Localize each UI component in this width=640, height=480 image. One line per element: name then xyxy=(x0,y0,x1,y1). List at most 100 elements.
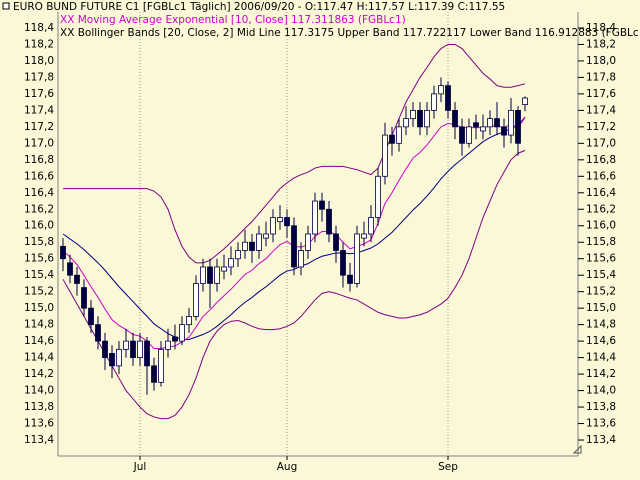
candle-body xyxy=(179,324,185,342)
y-tick-label: 115,8 xyxy=(24,236,54,248)
candle-body xyxy=(333,233,339,251)
candle-body xyxy=(200,266,206,284)
candle-body xyxy=(130,340,136,359)
resize-icon xyxy=(572,444,582,454)
candle-body xyxy=(326,208,332,235)
candle-body xyxy=(270,217,276,235)
candle-body xyxy=(158,348,164,383)
y-tick-label: 114,4 xyxy=(586,352,616,364)
y-tick-label: 113,6 xyxy=(24,418,54,430)
y-tick-label: 117,0 xyxy=(24,137,54,149)
candle-body xyxy=(396,126,402,144)
x-tick-label: Jul xyxy=(133,461,147,473)
candle-body xyxy=(186,316,192,326)
candle-body xyxy=(144,340,150,367)
candle-body xyxy=(473,122,479,128)
legend-icon xyxy=(2,2,10,10)
y-tick-label: 114,4 xyxy=(24,352,54,364)
y-tick-label: 116,2 xyxy=(24,203,54,215)
y-tick-label: 116,0 xyxy=(586,220,616,232)
y-tick-label: 114,6 xyxy=(586,335,616,347)
x-tick-label: Aug xyxy=(277,461,298,473)
y-tick-label: 116,6 xyxy=(24,170,54,182)
candle-body xyxy=(389,134,395,144)
candle-body xyxy=(431,93,437,111)
y-tick-label: 117,6 xyxy=(24,88,54,100)
candle-body xyxy=(60,245,66,260)
candle-body xyxy=(74,274,80,284)
candle-body xyxy=(508,109,514,136)
y-tick-label: 117,4 xyxy=(586,104,616,116)
y-tick-label: 117,8 xyxy=(586,71,616,83)
candle-body xyxy=(382,134,388,177)
y-tick-label: 113,8 xyxy=(586,401,616,413)
y-tick-label: 115,6 xyxy=(24,253,54,265)
candle-body xyxy=(305,233,311,251)
candle-body xyxy=(207,266,213,284)
y-tick-label: 118,4 xyxy=(586,22,616,34)
candle-body xyxy=(137,340,143,359)
candle-body xyxy=(452,109,458,128)
candle-body xyxy=(361,233,367,239)
candle-body xyxy=(368,217,374,235)
candle-body xyxy=(221,266,227,272)
candle-body xyxy=(291,225,297,268)
x-tick-label: Sep xyxy=(438,461,458,473)
chart-title: EURO BUND FUTURE C1 [FGBLc1 Täglich] 200… xyxy=(13,1,505,13)
y-tick-label: 114,8 xyxy=(24,319,54,331)
candle-body xyxy=(438,85,444,95)
bollinger-legend: XX Bollinger Bands [20, Close, 2] Mid Li… xyxy=(60,27,639,39)
y-tick-label: 117,4 xyxy=(24,104,54,116)
y-tick-label: 118,0 xyxy=(24,55,54,67)
candle-body xyxy=(354,233,360,284)
candle-body xyxy=(522,97,528,106)
y-tick-label: 118,2 xyxy=(586,38,616,50)
bollinger-upper xyxy=(63,43,526,264)
candle-body xyxy=(417,109,423,128)
candle-body xyxy=(116,348,122,367)
candle-body xyxy=(284,217,290,227)
y-tick-label: 114,2 xyxy=(586,368,616,380)
y-tick-label: 114,0 xyxy=(24,385,54,397)
y-tick-label: 113,6 xyxy=(586,418,616,430)
y-tick-label: 117,2 xyxy=(586,121,616,133)
y-tick-label: 113,8 xyxy=(24,401,54,413)
y-tick-label: 117,6 xyxy=(586,88,616,100)
y-tick-label: 114,2 xyxy=(24,368,54,380)
candle-body xyxy=(263,233,269,239)
candle-body xyxy=(277,217,283,223)
y-tick-label: 115,2 xyxy=(24,286,54,298)
y-tick-label: 116,8 xyxy=(24,154,54,166)
y-tick-label: 116,4 xyxy=(586,187,616,199)
y-tick-label: 116,2 xyxy=(586,203,616,215)
y-tick-label: 118,2 xyxy=(24,38,54,50)
candle-body xyxy=(95,324,101,342)
candle-body xyxy=(214,266,220,284)
candle-body xyxy=(242,241,248,251)
y-tick-label: 118,0 xyxy=(586,55,616,67)
y-tick-label: 118,4 xyxy=(24,22,54,34)
candle-body xyxy=(165,340,171,350)
y-tick-label: 116,0 xyxy=(24,220,54,232)
y-tick-label: 116,8 xyxy=(586,154,616,166)
candle-body xyxy=(109,353,115,367)
candle-body xyxy=(403,118,409,128)
y-tick-label: 115,2 xyxy=(586,286,616,298)
y-tick-label: 117,0 xyxy=(586,137,616,149)
candle-body xyxy=(375,175,381,218)
candle-body xyxy=(193,283,199,317)
candle-body xyxy=(501,126,507,136)
candle-body xyxy=(228,258,234,268)
candle-body xyxy=(466,126,472,144)
candle-body xyxy=(459,126,465,144)
candle-body xyxy=(445,85,451,111)
candle-body xyxy=(480,126,486,132)
candle-body xyxy=(494,118,500,128)
candle-body xyxy=(487,118,493,128)
candle-body xyxy=(81,287,87,309)
y-tick-label: 116,6 xyxy=(586,170,616,182)
candle-body xyxy=(235,250,241,260)
y-tick-label: 115,6 xyxy=(586,253,616,265)
candle-body xyxy=(347,274,353,284)
